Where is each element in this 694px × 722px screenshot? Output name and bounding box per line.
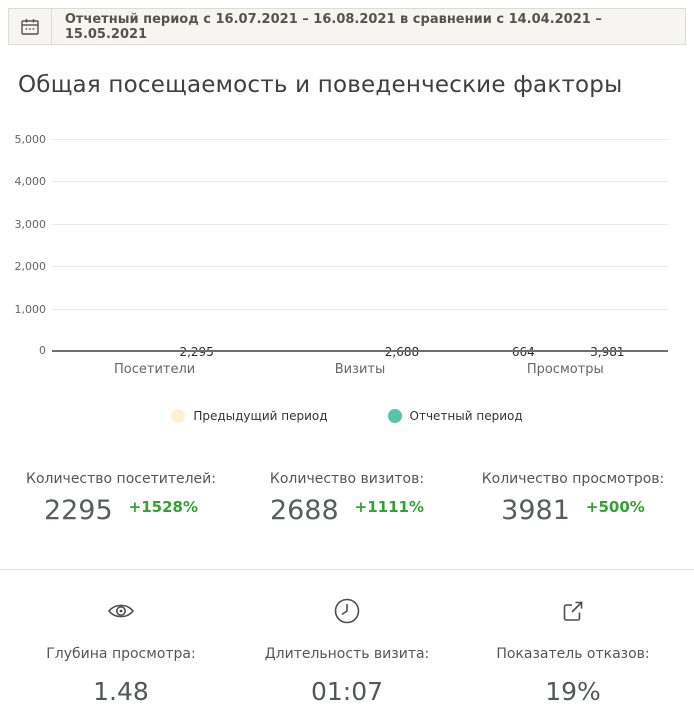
y-tick-label: 1,000 xyxy=(14,302,47,316)
bar-value-label: 664 xyxy=(511,345,535,359)
legend-label: Предыдущий период xyxy=(193,409,328,423)
stat-visits: Количество визитов: 2688 +1111% xyxy=(234,471,460,525)
y-tick-label: 5,000 xyxy=(14,133,47,146)
gridline: 5,000 xyxy=(15,133,668,146)
stats-row: Количество посетителей: 2295 +1528% Коли… xyxy=(0,471,694,525)
y-tick-label: 2,000 xyxy=(14,260,47,274)
category-label: Просмотры xyxy=(526,362,604,377)
report-period-text: Отчетный период с 16.07.2021 – 16.08.202… xyxy=(64,11,602,42)
chart-legend: Предыдущий период Отчетный период xyxy=(0,409,694,423)
y-tick-label: 3,000 xyxy=(14,217,47,231)
category-label: Посетители xyxy=(114,362,196,377)
chart-category-axis: Посетители Визиты Просмотры xyxy=(52,362,668,377)
bar-value-label: 2,688 xyxy=(384,345,420,359)
metric-value: 19% xyxy=(545,677,601,707)
gridline: 1,000 xyxy=(15,303,668,316)
legend-item[interactable]: Предыдущий период xyxy=(171,409,328,423)
bar-value-label: 3,981 xyxy=(590,345,625,359)
stat-value: 2295 xyxy=(43,495,113,526)
bounce-icon xyxy=(460,596,686,626)
stat-change-badge: +1528% xyxy=(128,498,199,516)
x-axis-line: 0 xyxy=(39,344,668,357)
metric-label: Длительность визита: xyxy=(264,646,430,663)
stat-pageviews: Количество просмотров: 3981 +500% xyxy=(460,471,686,525)
category-label: Визиты xyxy=(334,362,386,377)
gridline: 4,000 xyxy=(15,175,668,188)
eye-icon xyxy=(8,596,234,626)
metric-label: Показатель отказов: xyxy=(496,646,650,663)
clock-icon xyxy=(234,596,460,626)
metric-value: 1.48 xyxy=(93,677,149,707)
metric-value: 01:07 xyxy=(310,677,384,707)
legend-dot xyxy=(171,409,186,423)
gridline: 2,000 xyxy=(15,260,668,273)
metric-label: Глубина просмотра: xyxy=(46,646,196,663)
bar-value-label: 2,295 xyxy=(179,345,214,359)
metrics-row: Глубина просмотра: 1.48 Длительность виз… xyxy=(0,596,694,706)
stat-label: Количество визитов: xyxy=(269,471,425,487)
y-tick-label: 4,000 xyxy=(14,175,47,189)
stat-change-badge: +1111% xyxy=(354,498,425,516)
metric-bounce-rate: Показатель отказов: 19% xyxy=(460,596,686,706)
stat-visitors: Количество посетителей: 2295 +1528% xyxy=(8,471,234,525)
bar-groups: 2,295 2,688 664 3,981 xyxy=(52,140,668,359)
calendar-icon xyxy=(9,9,52,44)
stat-value: 3981 xyxy=(501,495,570,526)
report-period-banner: Отчетный период с 16.07.2021 – 16.08.202… xyxy=(8,8,686,45)
stat-label: Количество посетителей: xyxy=(26,471,216,487)
metric-visit-duration: Длительность визита: 01:07 xyxy=(234,596,460,706)
chart-plot-area: 0 1,000 2,000 3,000 4,000 5,000 2,295 2,688 664 3… xyxy=(15,133,668,359)
gridline: 3,000 xyxy=(15,218,668,231)
legend-label: Отчетный период xyxy=(409,409,523,423)
stat-change-badge: +500% xyxy=(585,498,645,516)
section-divider xyxy=(0,569,694,571)
metric-view-depth: Глубина просмотра: 1.48 xyxy=(8,596,234,706)
stat-label: Количество просмотров: xyxy=(481,471,665,487)
page-title: Общая посещаемость и поведенческие факто… xyxy=(18,72,623,98)
legend-dot xyxy=(387,409,402,423)
traffic-bar-chart: 0 1,000 2,000 3,000 4,000 5,000 2,295 2,688 664 3… xyxy=(0,133,694,423)
legend-item[interactable]: Отчетный период xyxy=(387,409,523,423)
y-tick-label: 0 xyxy=(39,344,46,357)
stat-value: 2688 xyxy=(269,495,339,526)
